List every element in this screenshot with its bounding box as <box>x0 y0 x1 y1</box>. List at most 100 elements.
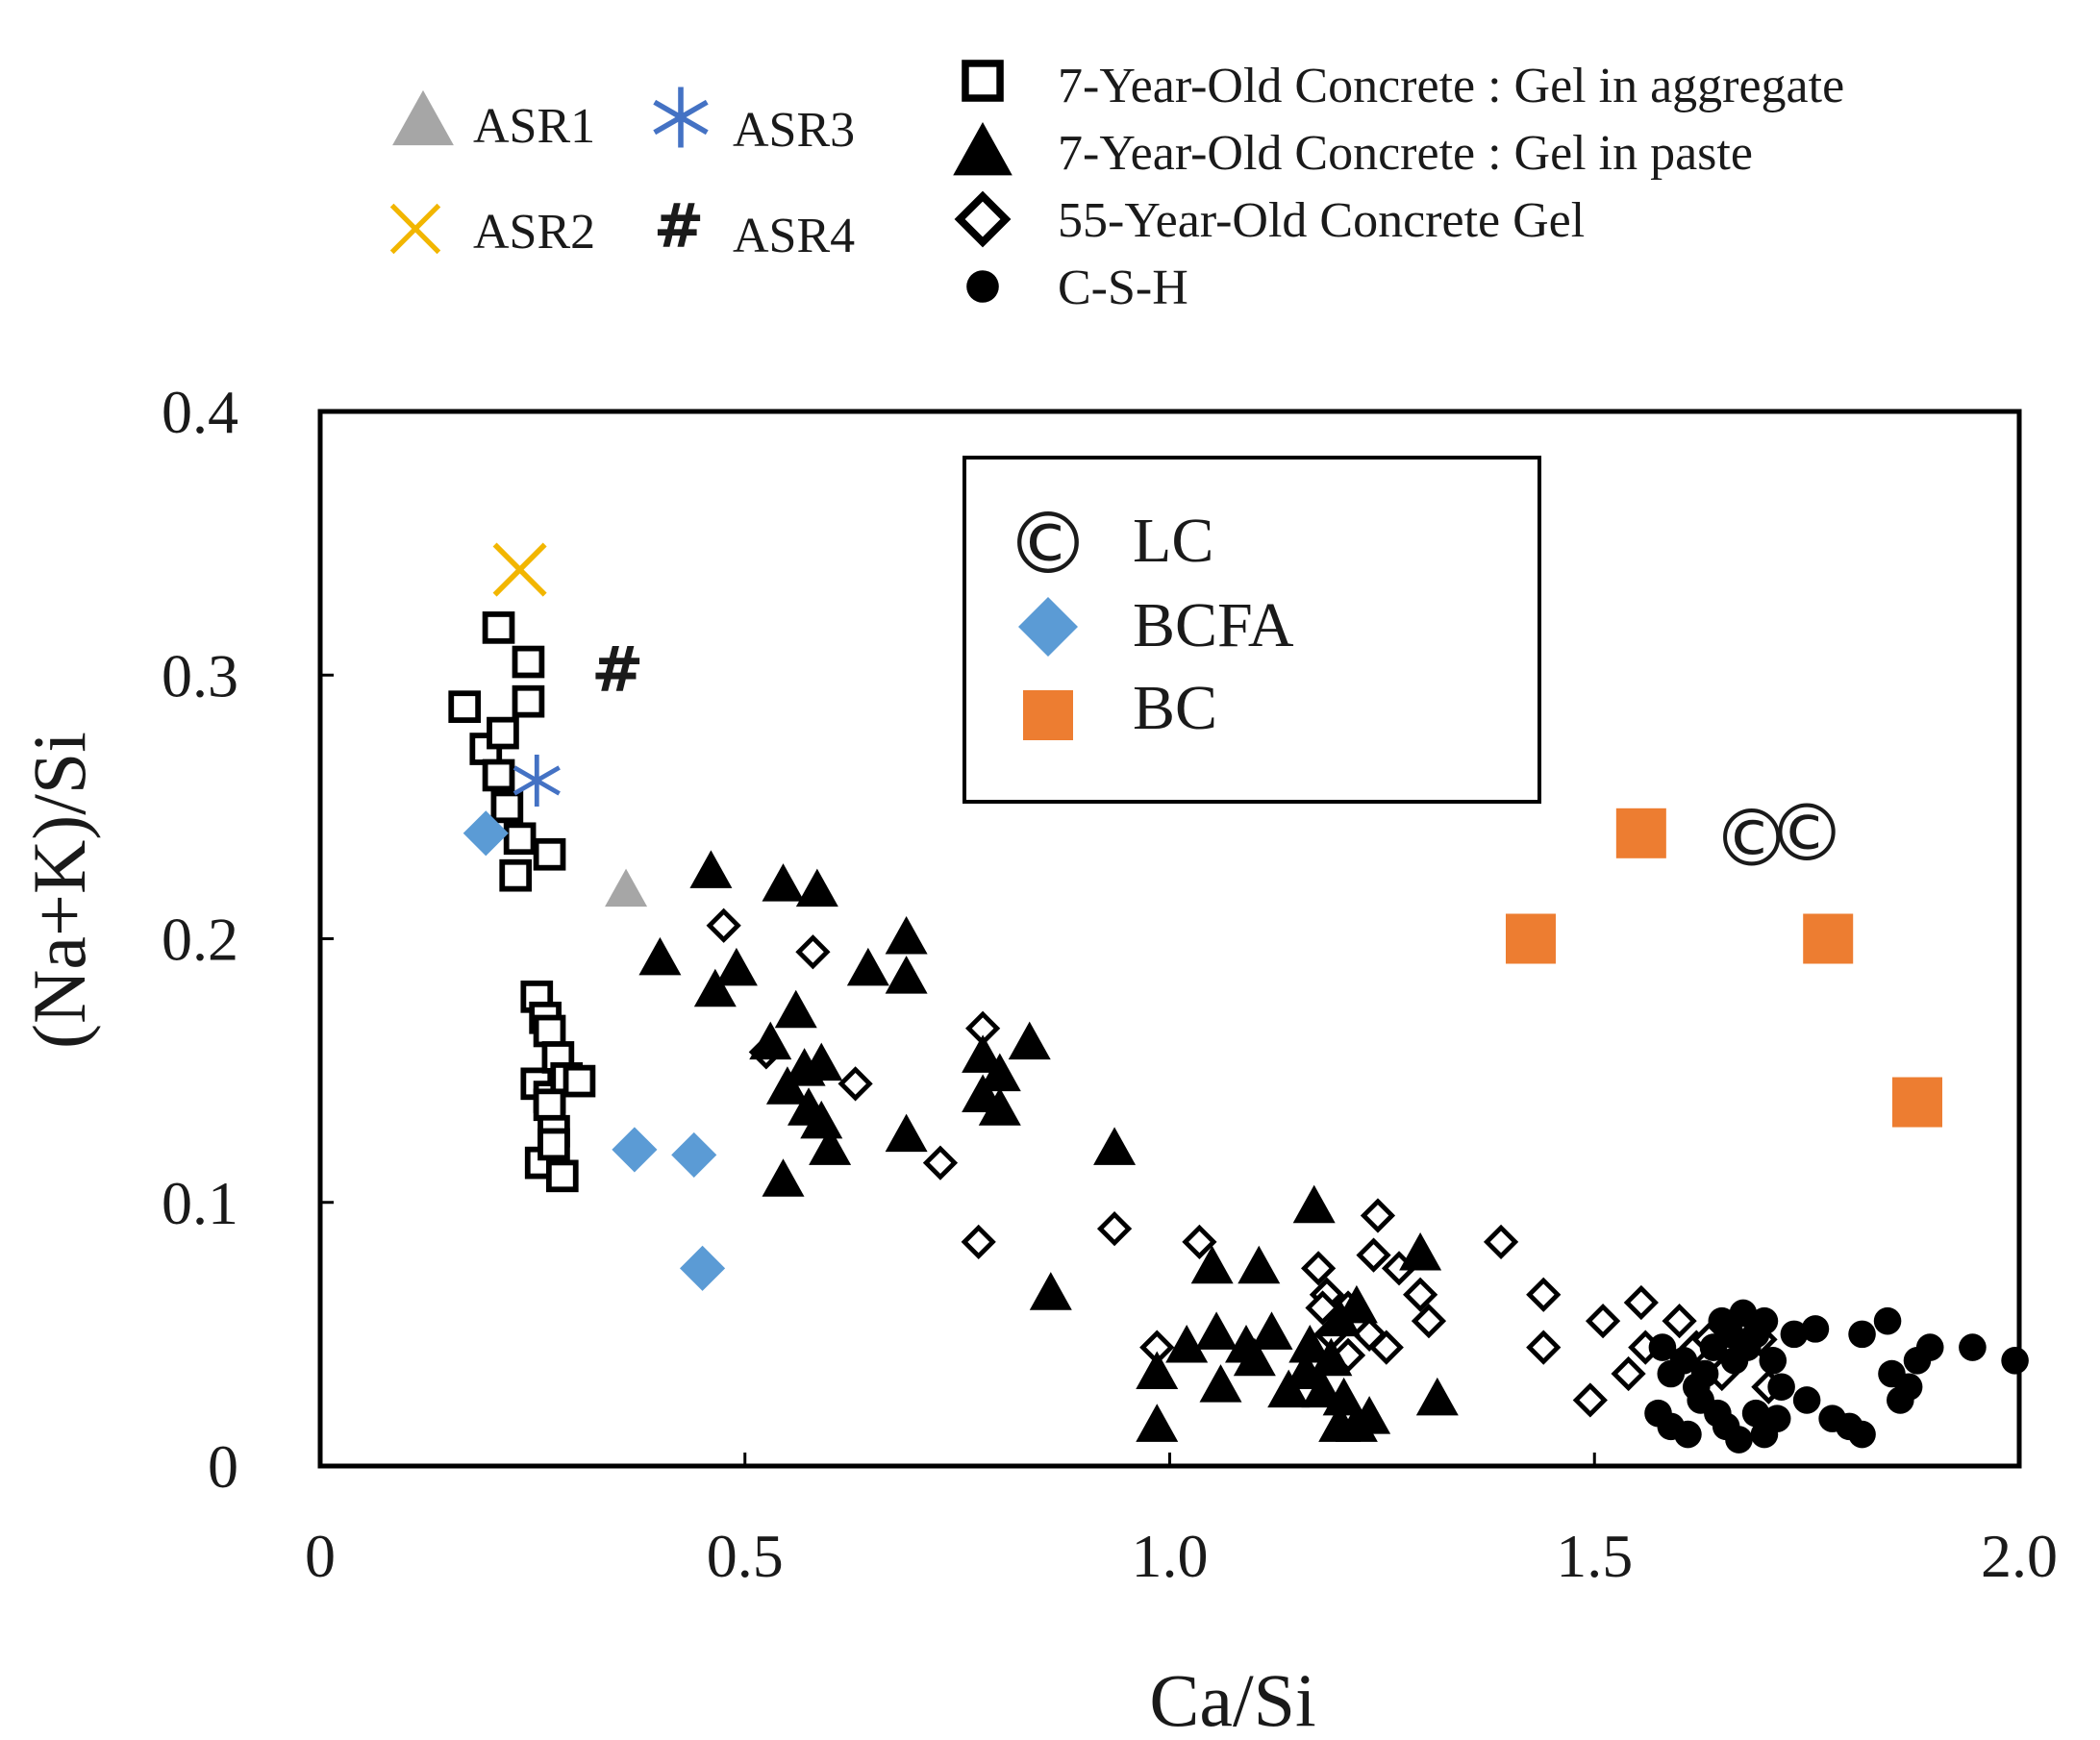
point-c-s-h <box>1648 1333 1677 1361</box>
point-7-year-old-concrete-gel-in-paste <box>1267 1369 1311 1408</box>
point-7-year-old-concrete-gel-in-paste <box>1310 1337 1353 1377</box>
point-asr1 <box>605 868 648 907</box>
point-55-year-old-concrete-gel <box>1611 1355 1646 1392</box>
point-bcfa <box>462 810 509 857</box>
series-asr1 <box>605 868 648 907</box>
series-asr3 <box>512 754 561 807</box>
series-7-year-old-concrete-gel-in-paste <box>638 850 1459 1442</box>
point-7-year-old-concrete-gel-in-paste <box>1233 1337 1276 1377</box>
point-7-year-old-concrete-gel-in-paste <box>749 1021 792 1060</box>
point-55-year-old-concrete-gel <box>1360 1198 1396 1233</box>
point-7-year-old-concrete-gel-in-paste <box>846 947 889 986</box>
point-7-year-old-concrete-gel-in-paste <box>1348 1396 1391 1434</box>
point-c-s-h <box>1762 1404 1791 1432</box>
legend-label-bc: BC <box>1133 673 1217 743</box>
point-c-s-h <box>1959 1333 1987 1361</box>
point-c-s-h <box>1690 1359 1719 1388</box>
legend-marker-c-s-h <box>966 270 999 303</box>
point-55-year-old-concrete-gel <box>1662 1304 1697 1339</box>
y-tick-label: 0.1 <box>162 1169 238 1237</box>
point-bc <box>1505 913 1556 964</box>
point-c-s-h <box>1801 1315 1830 1343</box>
point-7-year-old-concrete-gel-in-paste <box>1292 1184 1336 1224</box>
point-c-s-h <box>1750 1306 1779 1335</box>
legend-marker-asr2 <box>389 203 441 255</box>
x-tick-label: 2.0 <box>1981 1522 2058 1590</box>
legend-marker-7-year-old-concrete-gel-in-paste <box>953 122 1012 176</box>
point-asr3 <box>512 754 561 807</box>
point-7-year-old-concrete-gel-in-paste <box>1165 1325 1209 1363</box>
point-c-s-h <box>1759 1347 1788 1375</box>
y-tick-label: 0.3 <box>162 641 238 709</box>
point-c-s-h <box>1915 1333 1944 1361</box>
point-asr2 <box>492 542 547 597</box>
point-7-year-old-concrete-gel-in-paste <box>638 936 682 976</box>
point-7-year-old-concrete-gel-in-paste <box>885 1113 928 1153</box>
point-7-year-old-concrete-gel-in-paste <box>762 1158 805 1197</box>
axis-ticks: 0 0.5 1.0 1.5 2.0 0 0.1 0.2 0.3 0.4 <box>162 378 2058 1590</box>
y-axis-title: (Na+K)/Si <box>17 732 101 1049</box>
inner-legend: © LC BCFA BC <box>962 456 1541 804</box>
legend-label-asr1: ASR1 <box>473 99 595 154</box>
point-55-year-old-concrete-gel <box>795 934 831 970</box>
y-tick-label: 0.4 <box>162 378 238 446</box>
legend-marker-lc: © <box>1006 494 1090 593</box>
point-7-year-old-concrete-gel-in-paste <box>774 989 817 1029</box>
legend-label-55-year-old-concrete-gel: 55-Year-Old Concrete Gel <box>1058 193 1585 248</box>
point-55-year-old-concrete-gel <box>1368 1330 1404 1365</box>
point-55-year-old-concrete-gel <box>1526 1330 1562 1365</box>
point-7-year-old-concrete-gel-in-paste <box>978 1053 1021 1092</box>
point-bc <box>1615 808 1666 858</box>
point-7-year-old-concrete-gel-in-aggregate <box>503 822 537 856</box>
point-55-year-old-concrete-gel <box>1585 1304 1621 1339</box>
point-c-s-h <box>1780 1320 1809 1349</box>
point-7-year-old-concrete-gel-in-paste <box>978 1087 1021 1126</box>
point-c-s-h <box>1669 1347 1698 1375</box>
point-7-year-old-concrete-gel-in-paste <box>693 968 737 1007</box>
point-7-year-old-concrete-gel-in-paste <box>1250 1311 1293 1350</box>
point-7-year-old-concrete-gel-in-paste <box>962 1034 1005 1073</box>
point-7-year-old-concrete-gel-in-paste <box>795 868 838 907</box>
point-55-year-old-concrete-gel <box>1300 1251 1337 1286</box>
point-7-year-old-concrete-gel-in-aggregate <box>512 684 545 718</box>
point-7-year-old-concrete-gel-in-aggregate <box>448 690 482 723</box>
legend-marker-55-year-old-concrete-gel <box>954 190 1012 248</box>
point-7-year-old-concrete-gel-in-paste <box>1008 1021 1051 1060</box>
x-axis-title: Ca/Si <box>1149 1658 1315 1740</box>
point-7-year-old-concrete-gel-in-aggregate <box>482 758 515 792</box>
point-7-year-old-concrete-gel-in-paste <box>1288 1325 1332 1363</box>
point-55-year-old-concrete-gel <box>1572 1382 1608 1418</box>
point-7-year-old-concrete-gel-in-aggregate <box>512 645 545 679</box>
point-7-year-old-concrete-gel-in-paste <box>800 1042 843 1081</box>
legend-label-asr4: ASR4 <box>733 209 855 263</box>
y-tick-label: 0 <box>208 1432 238 1501</box>
point-55-year-old-concrete-gel <box>1403 1277 1438 1312</box>
point-lc: © <box>1767 788 1846 880</box>
point-55-year-old-concrete-gel <box>922 1145 959 1181</box>
point-7-year-old-concrete-gel-in-paste <box>762 863 805 902</box>
point-55-year-old-concrete-gel <box>1305 1290 1340 1326</box>
point-7-year-old-concrete-gel-in-aggregate <box>482 611 515 644</box>
point-c-s-h <box>1741 1399 1770 1428</box>
point-7-year-old-concrete-gel-in-paste <box>885 956 928 994</box>
point-c-s-h <box>1767 1373 1795 1402</box>
point-55-year-old-concrete-gel <box>1526 1277 1562 1312</box>
point-bc <box>1891 1077 1942 1128</box>
legend-label-asr2: ASR2 <box>473 205 595 260</box>
point-7-year-old-concrete-gel-in-aggregate <box>487 716 519 750</box>
series-7-year-old-concrete-gel-in-aggregate <box>448 611 596 1193</box>
point-c-s-h <box>1873 1306 1902 1335</box>
series-c-s-h <box>1644 1299 2029 1454</box>
series-bc <box>1505 808 1942 1128</box>
point-7-year-old-concrete-gel-in-paste <box>885 915 928 955</box>
point-c-s-h <box>1848 1420 1876 1449</box>
point-asr4: # <box>591 634 644 706</box>
point-7-year-old-concrete-gel-in-paste <box>1136 1351 1179 1389</box>
x-tick-label: 0 <box>305 1522 336 1590</box>
point-bcfa <box>671 1131 717 1178</box>
legend-label-c-s-h: C-S-H <box>1058 261 1188 315</box>
point-55-year-old-concrete-gel <box>961 1224 996 1260</box>
point-55-year-old-concrete-gel <box>1483 1224 1519 1260</box>
